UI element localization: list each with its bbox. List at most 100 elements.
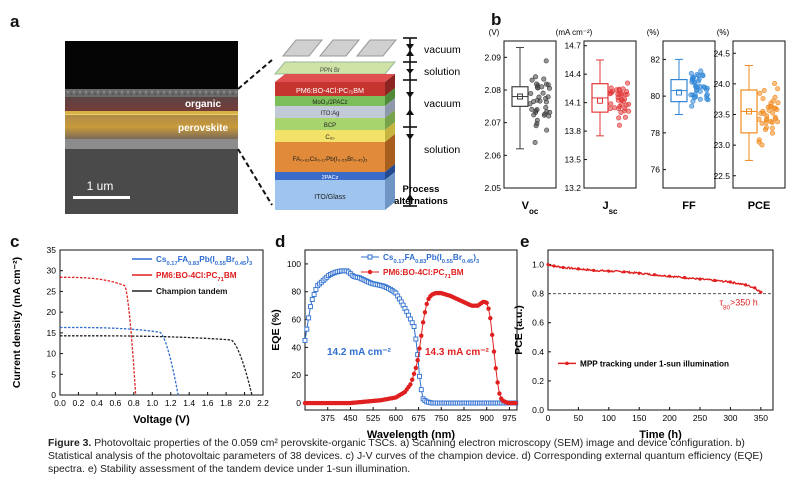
y-tick-label: 23.0: [713, 140, 730, 150]
boxplot-frame: [503, 40, 557, 189]
x-tick-label: 1.6: [202, 398, 214, 408]
data-point: [770, 110, 776, 116]
data-point: [413, 336, 419, 342]
data-point: [704, 87, 710, 93]
x-label: FF: [682, 200, 696, 212]
y-tick-label: 0.8: [532, 289, 544, 299]
data-point: [306, 315, 312, 321]
data-point: [418, 387, 424, 393]
data-point: [561, 265, 565, 270]
data-point: [489, 332, 495, 338]
y-tick-label: 80: [292, 287, 302, 297]
y-tick-label: 24.0: [713, 79, 730, 89]
data-point: [637, 271, 641, 275]
y-tick-label: 14.4: [564, 69, 581, 79]
data-point: [576, 267, 581, 271]
boxplot-jsc: 14.7 14.4 14.1 13.8 13.5 13.2 (mA cm⁻²) Jsc: [556, 28, 637, 216]
data-point: [532, 74, 538, 80]
x-tick-label: 100: [602, 413, 616, 423]
data-point: [689, 76, 695, 82]
plot-frame: [59, 249, 264, 396]
data-point: [759, 290, 763, 294]
data-point: [543, 58, 549, 64]
panel-letter-e: e: [520, 232, 530, 251]
y-tick-label: 20: [292, 370, 302, 380]
y-tick-label: 80: [651, 91, 661, 101]
caption-prefix: Figure 3.: [48, 438, 92, 449]
data-point: [616, 122, 622, 128]
panel-b: 2.09 2.08 2.07 2.06 2.05 (V) Voc 14.7 14.4 14.1 13…: [484, 28, 786, 216]
x-axis-label: Voltage (V): [133, 414, 190, 426]
y-tick-label: 2.05: [484, 183, 501, 193]
panel-a: organic perovskite 1 um Ag Ag PPN Br: [65, 37, 461, 214]
y-tick-label: 14.7: [564, 41, 581, 51]
y-tick-label: 24.5: [713, 48, 730, 58]
y-tick-label: 0.6: [532, 318, 544, 328]
y-tick-label: 0.0: [532, 405, 544, 415]
data-point: [422, 310, 428, 315]
x-tick-label: 1.0: [146, 398, 158, 408]
scale-bar-label: 1 um: [87, 179, 114, 193]
data-point: [411, 324, 417, 329]
data-point: [608, 101, 614, 107]
y-tick-label: 22.5: [713, 171, 730, 181]
data-point: [713, 278, 717, 283]
legend-entry: Champion tandem: [156, 287, 227, 296]
x-tick-label: 600: [389, 413, 403, 423]
legend-marker: [367, 254, 373, 260]
data-point: [529, 106, 535, 112]
y-tick-label: 100: [287, 259, 301, 269]
panel-d: 375 450 525 600 675 750 825 900 975 0 20 40 60 80 100 W…: [270, 249, 519, 440]
data-point: [769, 130, 775, 136]
x-tick-label: 1.8: [220, 398, 232, 408]
data-point: [697, 96, 703, 102]
x-tick-label: 900: [480, 413, 494, 423]
data-point: [592, 268, 596, 272]
annotation-red: 14.3 mA cm⁻²: [425, 347, 489, 358]
data-point: [536, 94, 542, 100]
x-tick-label: 0.0: [54, 398, 66, 408]
y-unit-label: (V): [489, 28, 500, 37]
panel-letter-a: a: [10, 12, 20, 31]
layer-label-ppnbr: PPN Br: [320, 68, 340, 74]
data-point: [410, 377, 415, 382]
legend-entry: Cs0.17FA0.83Pb(I0.55Br0.45)3: [383, 253, 479, 265]
x-tick-label: 0.8: [128, 398, 140, 408]
data-point: [759, 120, 765, 126]
process-title-line2: alternations: [394, 196, 448, 207]
x-tick-label: 350: [754, 413, 768, 423]
process-brackets: [403, 37, 417, 207]
data-point: [488, 315, 493, 321]
data-point: [768, 119, 774, 125]
data-point: [775, 86, 781, 92]
data-point: [759, 142, 765, 148]
data-point: [533, 123, 539, 129]
data-point: [304, 326, 310, 332]
data-point: [486, 306, 491, 311]
data-point: [756, 116, 762, 122]
data-point: [408, 382, 413, 387]
data-point: [689, 103, 695, 109]
data-point: [688, 71, 694, 77]
x-tick-label: 150: [632, 413, 646, 423]
panel-c: 0.0 0.2 0.4 0.6 0.8 1.0 1.2 1.4 1.6 1.8 2.0 2.2 0 5 10…: [11, 245, 269, 426]
data-point: [534, 84, 540, 90]
data-point: [625, 80, 631, 86]
x-tick-label: 0.6: [109, 398, 121, 408]
x-label: Jsc: [602, 200, 618, 216]
layer-label-moo3: MoO₃/2PACz: [312, 100, 347, 106]
y-tick-label: 40: [292, 342, 302, 352]
panel-letter-d: d: [275, 232, 286, 251]
x-tick-label: 250: [693, 413, 707, 423]
data-point: [607, 269, 611, 273]
data-point: [545, 82, 551, 88]
y-unit-label: (mA cm⁻²): [556, 28, 593, 37]
boxplot-voc: 2.09 2.08 2.07 2.06 2.05 (V) Voc: [484, 28, 557, 216]
x-axis-label: Wavelength (nm): [367, 429, 456, 440]
jv-curve-series-2: [60, 335, 253, 396]
data-point: [753, 286, 757, 290]
layer-label-perovskite: FA₀.₈₃Cs₀.₁₇Pb(I₀.₅₅Br₀.₄₅)₃: [293, 156, 368, 163]
data-point: [668, 274, 672, 278]
box-mean: [746, 108, 752, 115]
